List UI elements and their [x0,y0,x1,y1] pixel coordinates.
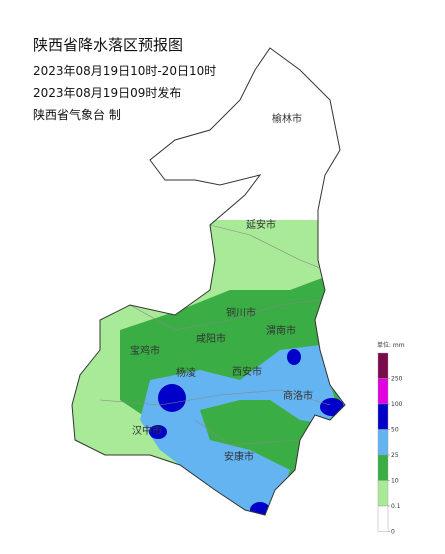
area-storm [158,384,186,412]
legend: 单位: mm 250 100 50 25 10 0.1 0 [377,341,405,536]
boundary [129,299,321,331]
area-storm [320,398,344,416]
city-label: 商洛市 [283,389,313,402]
legend-swatch [377,429,389,456]
city-label: 杨凌 [176,366,196,379]
city-label: 汉中市 [132,424,162,437]
title: 陕西省降水落区预报图 [33,36,183,54]
legend-unit: 单位: mm [377,341,405,349]
city-label: 铜川市 [226,306,256,319]
legend-swatch [377,454,389,481]
legend-label: 100 [391,401,403,408]
legend-label: 10 [391,478,399,485]
legend-swatch [377,352,389,379]
legend-label: 0.1 [391,503,401,510]
issued: 2023年08月19日09时发布 [33,85,181,100]
issuer: 陕西省气象台 制 [33,107,121,122]
legend-label: 25 [391,452,399,459]
legend-swatch [377,505,389,532]
boundary [194,419,301,446]
area-storm [149,425,167,439]
legend-label: 250 [391,376,403,383]
area-storm [287,349,301,365]
city-label: 渭南市 [266,324,296,337]
legend-swatch [377,480,389,507]
area-heavy [140,345,335,515]
period: 2023年08月19日10时-20日10时 [33,64,216,78]
city-label: 延安市 [246,218,276,231]
legend-label: 0 [391,529,395,536]
boundary [99,389,331,406]
legend-swatch [377,403,389,430]
boundary [209,224,326,271]
city-label: 西安市 [232,365,262,378]
city-label: 安康市 [224,450,254,463]
city-label: 宝鸡市 [130,344,160,357]
city-label: 榆林市 [272,112,302,125]
city-label: 咸阳市 [196,332,226,345]
legend-swatch [377,378,389,405]
legend-label: 50 [391,427,399,434]
